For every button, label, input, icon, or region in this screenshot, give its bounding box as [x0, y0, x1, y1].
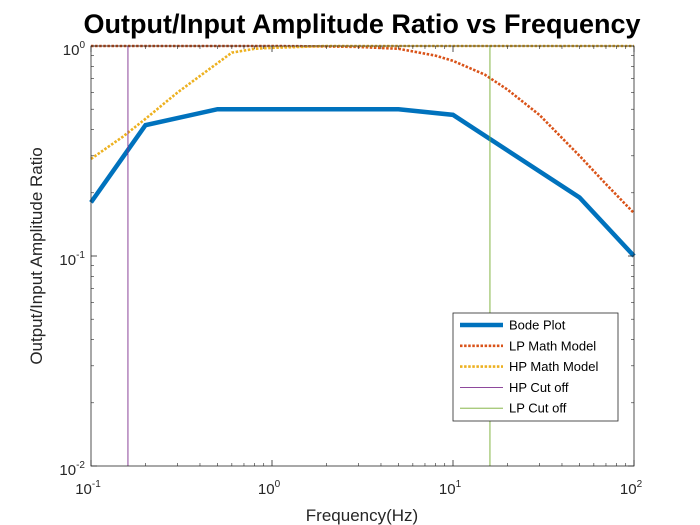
y-tick-label: 100 — [63, 40, 86, 59]
legend-label: LP Math Model — [509, 338, 596, 353]
legend-label: HP Cut off — [509, 380, 569, 395]
chart-title: Output/Input Amplitude Ratio vs Frequenc… — [83, 9, 640, 39]
y-axis-label: Output/Input Amplitude Ratio — [27, 147, 46, 364]
x-tick-label: 100 — [258, 479, 281, 498]
x-axis-label: Frequency(Hz) — [306, 506, 418, 525]
legend-label: Bode Plot — [509, 318, 566, 333]
legend-label: LP Cut off — [509, 401, 567, 416]
legend-label: HP Math Model — [509, 359, 598, 374]
series-line-bode-plot — [89, 106, 636, 258]
y-tick-label: 10-2 — [59, 460, 85, 479]
x-tick-label: 102 — [620, 479, 643, 498]
x-tick-label: 101 — [439, 479, 462, 498]
x-tick-label: 10-1 — [75, 479, 101, 498]
y-tick-label: 10-1 — [59, 250, 85, 269]
legend: Bode Plot LP Math Model HP Math Model HP Cu… — [452, 312, 619, 422]
